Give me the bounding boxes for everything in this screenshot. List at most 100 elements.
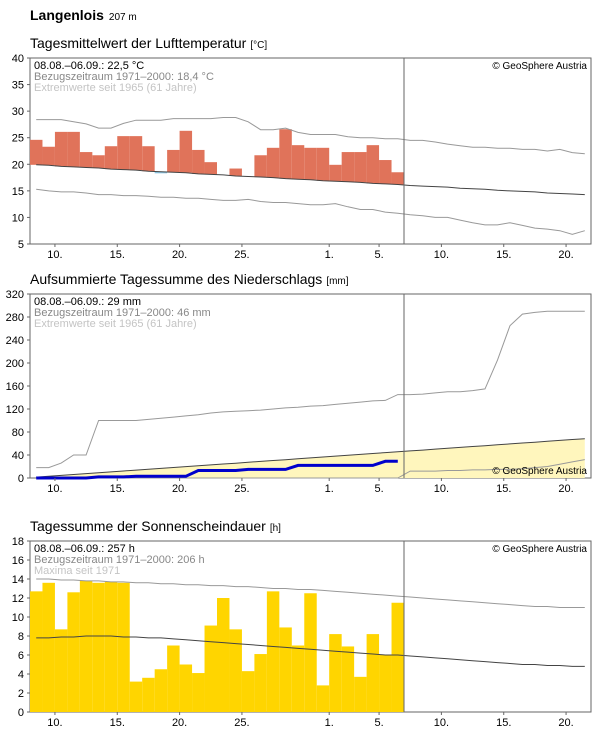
x-tick-label: 20. [172,249,187,261]
deviation-bar [104,146,118,170]
deviation-bar [92,155,105,169]
panel: Tagesmittelwert der Lufttemperatur [°C] 5 1… [12,35,592,261]
bar [304,593,317,712]
deviation-bar [192,149,205,174]
bar [117,582,130,712]
deviation-bar [129,136,143,171]
x-tick-label: 10. [47,249,62,261]
bar [79,580,93,712]
station: Langenlois [30,7,104,23]
x-tick-label: 20. [172,483,187,495]
x-tick-label: 15. [110,249,125,261]
x-tick-label: 25. [234,483,249,495]
bar [291,645,305,712]
y-tick-label: 40 [12,53,24,65]
x-tick-label: 20. [558,249,573,261]
deviation-bar [391,172,404,185]
x-tick-label: 15. [496,249,511,261]
deviation-bar [291,145,305,180]
x-tick-label: 25. [234,249,249,261]
bar [217,598,230,712]
bar [329,634,342,712]
legend-entry: Bezugszeitraum 1971–2000: 206 h [34,554,205,566]
bar [279,627,292,712]
legend-entry: Bezugszeitraum 1971–2000: 18,4 °C [34,71,214,83]
extreme-max-line [36,310,585,469]
y-tick-label: 80 [12,427,24,439]
x-tick-label: 5. [374,483,383,495]
x-tick-label: 15. [496,483,511,495]
y-tick-label: 0 [18,707,24,719]
panel: Tagessumme der Sonnenscheindauer [h] 0 2 4 6 8… [12,518,592,729]
y-tick-label: 4 [18,669,24,681]
normal-line [36,438,585,478]
deviation-bar [379,160,392,184]
y-tick-label: 35 [12,80,24,92]
x-tick-label: 5. [374,249,383,261]
title: Aufsummierte Tagessumme des Niederschlag… [30,271,322,287]
x-tick-label: 10. [47,483,62,495]
observed-line [36,459,398,480]
x-tick-label: 1. [325,249,334,261]
plot [30,578,585,712]
bar [316,685,330,712]
bar [167,645,180,712]
y-tick-label: 12 [12,593,24,605]
unit: [h] [270,523,281,534]
y-tick-label: 18 [12,536,24,548]
x-tick-label: 15. [110,717,125,729]
deviation-bar [279,129,292,179]
bar [30,591,43,712]
bar [379,655,392,712]
bar [229,629,242,712]
y-tick-label: 30 [12,106,24,118]
y-tick-label: 5 [18,239,24,251]
y-tick-label: 8 [18,631,24,643]
unit: [°C] [250,40,267,51]
deviation-bar [304,147,317,180]
y-tick-label: 14 [12,574,24,586]
y-tick-label: 320 [6,289,24,301]
panel-title: Tagesmittelwert der Lufttemperatur [°C] [30,35,267,51]
bar [54,629,68,712]
panel-title: Aufsummierte Tagessumme des Niederschlag… [30,271,349,287]
normal-line [36,635,585,667]
y-tick-label: 160 [6,381,24,393]
deviation-bar [167,149,180,173]
x-tick-label: 20. [558,483,573,495]
deviation-bar [254,155,267,178]
y-tick-label: 25 [12,133,24,145]
bar [129,681,143,712]
plot [36,310,585,480]
legend-entry: 08.08.–06.09.: 29 mm [34,296,141,308]
deviation-bar [30,139,43,165]
bar [341,646,355,712]
y-tick-label: 280 [6,312,24,324]
deviation-bar [42,146,55,166]
bar [154,669,168,712]
legend-entry: Extremwerte seit 1965 (61 Jahre) [34,82,197,94]
extreme-max-line [36,578,585,608]
bar [266,591,280,712]
y-tick-label: 2 [18,688,24,700]
bar [67,592,80,712]
extreme-min-line [36,188,585,235]
bar [391,602,404,712]
header: Langenlois 207 m [30,7,137,23]
y-tick-label: 0 [18,473,24,485]
deviation-bar [79,152,93,168]
y-tick-label: 120 [6,404,24,416]
bar [179,664,193,712]
deviation-bar [204,162,217,175]
x-tick-label: 10. [434,717,449,729]
title: Tagesmittelwert der Lufttemperatur [30,35,247,51]
deviation-bar [117,136,130,170]
bar [142,677,155,712]
elevation: 207 m [109,12,137,23]
unit: [mm] [326,276,348,287]
y-tick-label: 10 [12,212,24,224]
y-tick-label: 20 [12,159,24,171]
deviation-bar [154,171,168,174]
bar [192,673,205,712]
plot [30,117,585,235]
